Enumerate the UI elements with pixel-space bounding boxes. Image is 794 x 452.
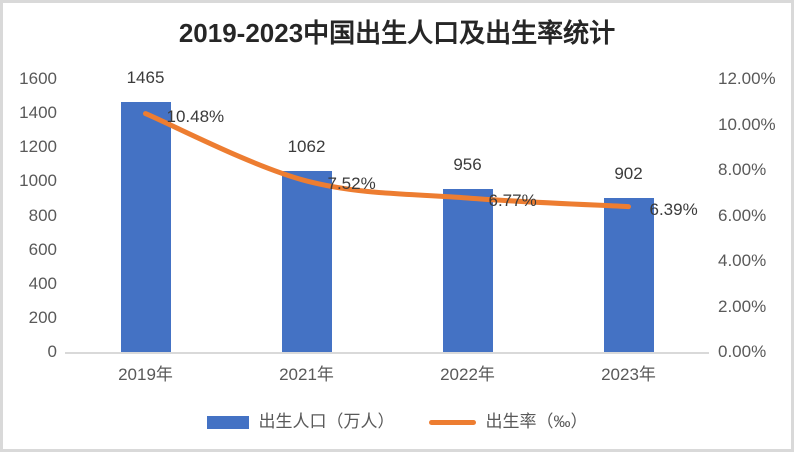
line-data-label: 10.48% <box>166 106 225 126</box>
line-data-label: 6.39% <box>649 199 698 219</box>
x-axis-label: 2021年 <box>279 365 334 384</box>
y-axis-right-tick: 10.00% <box>718 114 776 134</box>
y-axis-left-tick: 600 <box>28 239 57 259</box>
bar-2021年 <box>281 170 332 352</box>
y-axis-right-tick: 2.00% <box>718 296 767 316</box>
bar-2019年 <box>120 102 171 352</box>
x-axis-label: 2019年 <box>118 365 173 384</box>
bar-data-label: 956 <box>453 154 482 174</box>
legend: 出生人口（万人） 出生率（‰） <box>3 409 791 435</box>
bar-2023年 <box>603 198 654 352</box>
line-data-label: 6.77% <box>488 190 537 210</box>
y-axis-left-tick: 200 <box>28 307 57 327</box>
y-axis-right-tick: 12.00% <box>718 69 776 88</box>
legend-line-label: 出生率（‰） <box>485 412 588 431</box>
bar-data-label: 902 <box>614 164 643 184</box>
x-axis-label: 2023年 <box>601 365 656 384</box>
y-axis-right-tick: 6.00% <box>718 205 767 225</box>
y-axis-left-tick: 1200 <box>19 137 57 157</box>
chart-title: 2019-2023中国出生人口及出生率统计 <box>178 18 616 48</box>
y-axis-left-tick: 1600 <box>19 69 57 88</box>
y-axis-right-tick: 4.00% <box>718 251 767 270</box>
y-axis-left-tick: 800 <box>28 205 57 225</box>
y-axis-right-tick: 0.00% <box>718 342 767 361</box>
line-data-label: 7.52% <box>327 173 376 193</box>
bar-data-label: 1465 <box>126 68 165 88</box>
y-axis-left-tick: 0 <box>47 342 57 361</box>
plot-area <box>65 79 709 354</box>
x-axis-label: 2022年 <box>440 365 495 384</box>
bar-2022年 <box>442 188 493 352</box>
y-axis-left-tick: 1400 <box>19 103 57 123</box>
y-axis-left-tick: 1000 <box>19 171 57 191</box>
legend-bar-label: 出生人口（万人） <box>258 412 395 431</box>
y-axis-left-tick: 400 <box>28 273 57 293</box>
legend-line-swatch-icon <box>428 419 476 425</box>
y-axis-right-tick: 8.00% <box>718 160 767 179</box>
bar-data-label: 1062 <box>287 136 326 156</box>
legend-bar-swatch-icon <box>206 415 249 429</box>
